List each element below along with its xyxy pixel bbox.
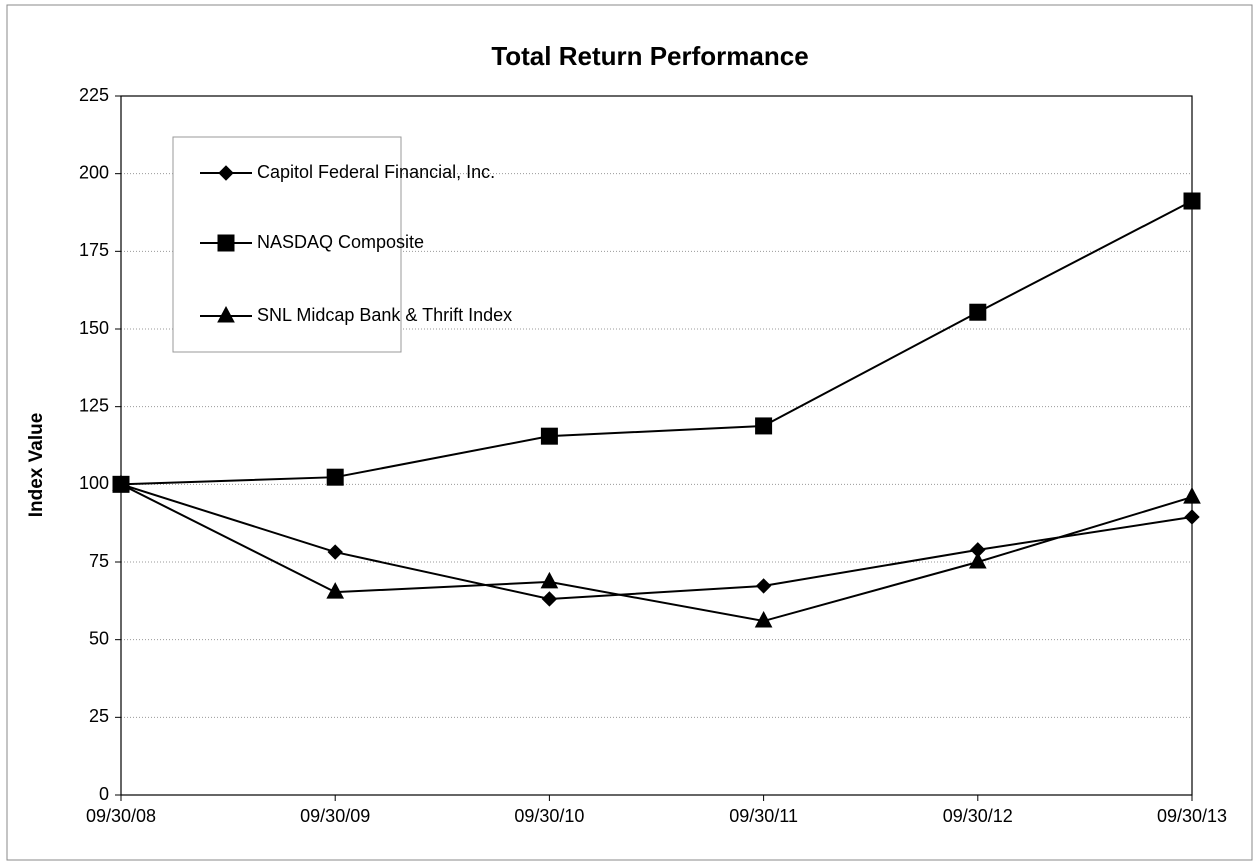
legend-marker — [217, 305, 235, 323]
x-tick-label: 09/30/11 — [729, 806, 798, 826]
series-line — [120, 200, 1193, 486]
plot-frame — [120, 95, 1193, 796]
legend-label: SNL Midcap Bank & Thrift Index — [257, 305, 512, 325]
y-tick-label: 50 — [89, 628, 109, 648]
legend-marker — [217, 234, 235, 252]
series-line — [120, 483, 1193, 623]
y-tick-label: 175 — [79, 240, 109, 260]
x-tick-label: 09/30/10 — [514, 806, 584, 826]
x-tick-label: 09/30/12 — [943, 806, 1013, 826]
series-line — [120, 483, 1193, 600]
x-tick-label: 09/30/08 — [86, 806, 156, 826]
y-tick-label: 0 — [99, 784, 109, 804]
y-tick-label: 100 — [79, 473, 109, 493]
point — [540, 571, 559, 589]
point — [326, 468, 344, 486]
point — [755, 578, 772, 594]
chart-title: Total Return Performance — [491, 41, 808, 71]
y-axis-label: Index Value — [26, 413, 47, 518]
point — [969, 303, 987, 321]
y-tick-label: 125 — [79, 395, 109, 415]
point — [1184, 509, 1200, 525]
y-tick-label: 75 — [89, 551, 109, 571]
y-tick-label: 225 — [79, 85, 109, 105]
point — [1183, 192, 1201, 210]
y-tick-label: 150 — [79, 318, 109, 338]
point — [541, 591, 558, 607]
point — [754, 610, 773, 628]
point — [327, 544, 343, 560]
point — [1183, 487, 1201, 504]
legend-label: NASDAQ Composite — [257, 232, 424, 252]
y-tick-label: 200 — [79, 162, 109, 182]
point — [112, 474, 130, 491]
legend-marker — [218, 165, 234, 181]
legend-label: Capitol Federal Financial, Inc. — [257, 162, 495, 182]
x-tick-label: 09/30/13 — [1157, 806, 1227, 826]
point — [755, 417, 773, 435]
x-tick-label: 09/30/09 — [300, 806, 370, 826]
point — [540, 427, 558, 445]
y-tick-label: 25 — [89, 706, 109, 726]
point — [326, 582, 345, 599]
point — [968, 551, 987, 569]
